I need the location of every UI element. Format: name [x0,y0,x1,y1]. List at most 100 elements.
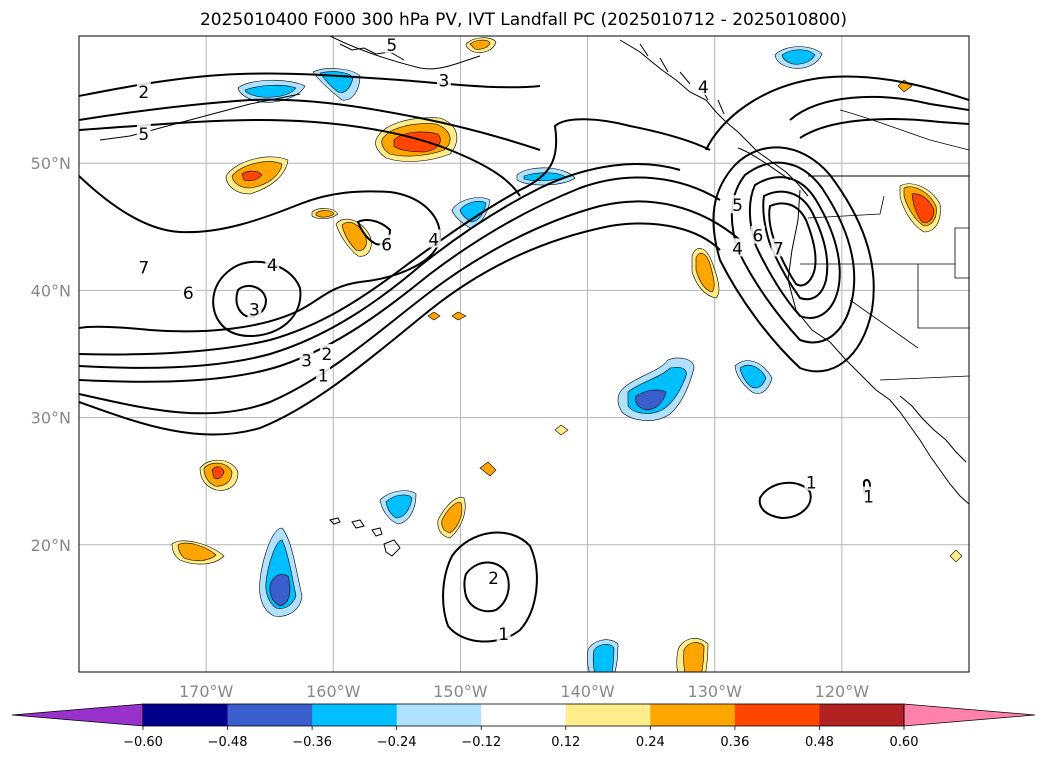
pv-negative-blob [451,197,491,229]
lat-tick-label: 20°N [31,536,71,555]
contour-label-bg [247,299,262,318]
lat-tick-label: 40°N [31,281,71,300]
contour-label: 1 [806,473,817,493]
contour-label: 3 [301,351,312,371]
pv-positive-blob [199,459,239,491]
gridlines [79,36,969,672]
pv-negative-blob [734,360,773,394]
contour-label: 7 [138,259,149,279]
colorbar-tick-label: −0.24 [377,735,417,750]
contour-label-bg [696,76,711,95]
pv-positive-speck [451,311,467,321]
colorbar-extend-min [11,703,144,727]
pv-negative-blob [617,357,695,421]
pv-positive-speck [479,461,497,477]
contour-label-bg [299,350,314,369]
pv-positive-speck [949,549,963,563]
pv-shading [171,37,963,672]
contour-label: 6 [183,284,194,304]
colorbar-tick-label: 0.36 [720,735,749,750]
colorbar-segment [734,704,820,726]
pv-positive-blob [437,497,466,539]
pv-positive-blob [171,540,225,565]
colorbar-segment [312,704,398,726]
longitude-labels: 170°W 160°W 150°W 140°W 130°W 120°W [179,682,869,701]
pv-positive-blob [691,248,720,299]
lat-tick-label: 50°N [31,154,71,173]
lon-tick-label: 170°W [179,682,234,701]
colorbar-tick-label: −0.36 [292,735,332,750]
colorbar-tick-label: −0.60 [123,735,163,750]
pv-negative-blob [379,490,417,525]
pv-negative-blob [586,639,619,672]
contour-label-bg [136,81,151,100]
contour-label-bg [265,254,280,273]
contour-label-bg [379,234,394,253]
contour-label-bg [136,257,151,276]
contour-label-bg [384,36,399,53]
contour-label-bg [319,344,334,362]
contour-label-bg [804,472,819,491]
colorbar-segment [143,704,229,726]
lon-tick-label: 130°W [688,682,743,701]
pv-positive-blob [311,208,339,220]
colorbar-extend-max [903,703,1036,727]
contour-label: 2 [322,345,333,365]
contour-label: 1 [318,367,329,387]
pv-positive-speck [554,424,569,436]
contour-label-bg [136,123,151,142]
lat-tick-label: 30°N [31,409,71,428]
lon-tick-label: 160°W [306,682,361,701]
colorbar-tick-label: 0.24 [636,735,665,750]
contour-label-bg [181,282,196,301]
contour-label-bg [750,225,765,244]
contour-label-bg [730,195,745,214]
contour-label: 5 [386,36,397,56]
contour-label-bg [861,486,876,505]
latitude-labels: 20°N 30°N 40°N 50°N [31,154,71,555]
colorbar-tick-label: −0.48 [208,735,248,750]
pv-positive-blob [899,183,941,233]
contour-label: 5 [138,125,149,145]
pv-positive-speck [427,311,441,321]
lon-tick-label: 150°W [433,682,488,701]
colorbar-segment [227,704,313,726]
contour-label: 3 [249,300,260,320]
contour-label-bg [436,70,451,89]
plot-area [79,36,969,672]
pv-negative-blob [774,46,823,69]
contour-label: 1 [863,487,874,507]
contour-label-bg [771,238,786,257]
contour-label: 6 [381,236,392,256]
contour-label-bg [486,567,501,586]
colorbar-tick-label: 0.60 [890,735,919,750]
colorbar-segment [481,704,567,726]
contour-label: 1 [498,625,509,645]
pv-negative-blob [259,527,303,617]
colorbar-frame [142,703,905,727]
colorbar-segment [650,704,736,726]
colorbar-segment [396,704,482,726]
contour-label: 2 [488,569,499,589]
plot-frame [78,35,970,673]
colorbar-segment [819,704,905,726]
pv-negative-blob [516,167,576,186]
contour-label-bg [426,229,441,248]
lon-tick-label: 120°W [815,682,870,701]
contour-label: 4 [428,231,439,251]
contour-label: 4 [698,78,709,98]
colorbar-tick-label: −0.12 [461,735,501,750]
contour-label: 2 [138,83,149,103]
lon-tick-label: 140°W [560,682,615,701]
pv-positive-blob [676,638,709,672]
contour-label: 4 [732,239,743,259]
contour-label: 3 [438,72,449,92]
contour-label-bg [496,623,511,642]
pv-positive-blob [375,117,458,162]
contour-label: 5 [732,196,743,216]
colorbar-segment [565,704,651,726]
contour-label: 6 [753,227,764,247]
colorbar: −0.60 −0.48 −0.36 −0.24 −0.12 0.12 0.24 0.36 0.4… [11,703,1036,750]
